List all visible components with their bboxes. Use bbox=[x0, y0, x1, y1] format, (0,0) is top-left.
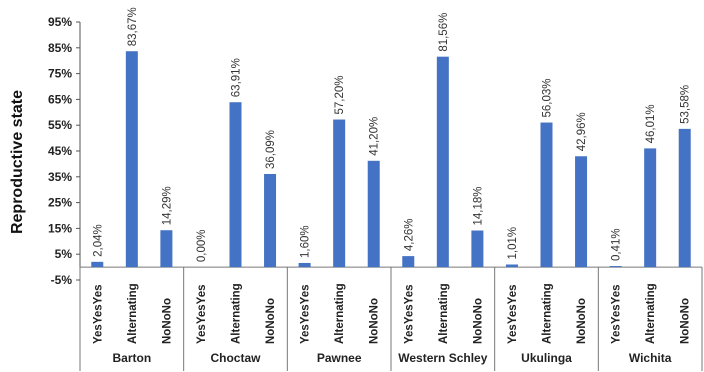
category-label: YesYesYes bbox=[507, 285, 519, 344]
data-label: 1,60% bbox=[300, 225, 312, 258]
y-tick-label: 65% bbox=[48, 92, 72, 106]
y-tick-label: 55% bbox=[48, 118, 72, 132]
bar-choctaw-nonono bbox=[264, 173, 277, 268]
data-label: 46,01% bbox=[645, 104, 657, 143]
y-axis-ticks: -5% 5% 15% 25% 35% 45% 55% 65% 75% 85% 95% bbox=[48, 15, 80, 287]
data-label: 81,56% bbox=[438, 13, 450, 52]
bar-pawnee-alternating bbox=[333, 119, 346, 268]
bars bbox=[91, 51, 691, 268]
data-label: 41,20% bbox=[369, 117, 381, 156]
bar-choctaw-alternating bbox=[229, 102, 242, 268]
bar-pawnee-nonono bbox=[367, 160, 380, 268]
y-tick-label: -5% bbox=[51, 273, 73, 287]
category-label: NoNoNo bbox=[472, 298, 484, 344]
bar-wichita-nonono bbox=[678, 128, 691, 268]
category-labels: YesYesYes Alternating NoNoNo YesYesYes Alter… bbox=[92, 283, 691, 344]
category-label: YesYesYes bbox=[92, 285, 104, 344]
data-label: 42,96% bbox=[576, 112, 588, 151]
data-label: 53,58% bbox=[680, 85, 692, 124]
data-label: 2,04% bbox=[92, 224, 104, 257]
bar-pawnee-yesyesyes bbox=[298, 262, 311, 268]
category-label: YesYesYes bbox=[196, 285, 208, 344]
category-label: YesYesYes bbox=[611, 285, 623, 344]
data-label: 63,91% bbox=[231, 58, 243, 97]
y-tick-label: 5% bbox=[55, 247, 73, 261]
data-label: 57,20% bbox=[334, 76, 346, 115]
bar-barton-nonono bbox=[160, 230, 173, 268]
bar-barton-alternating bbox=[125, 51, 138, 268]
axes bbox=[79, 22, 703, 371]
group-label: Barton bbox=[112, 351, 151, 365]
category-label: Alternating bbox=[542, 283, 554, 344]
category-label: NoNoNo bbox=[369, 298, 381, 344]
group-label: Ukulinga bbox=[521, 351, 572, 365]
category-label: Alternating bbox=[645, 283, 657, 344]
category-label: YesYesYes bbox=[300, 285, 312, 344]
data-labels: 2,04% 83,67% 14,29% 0,00% 63,91% 36,09% 1,60% 5… bbox=[92, 7, 691, 262]
data-label: 0,00% bbox=[196, 229, 208, 262]
group-labels: Barton Choctaw Pawnee Western Schley Ukuling… bbox=[112, 351, 671, 365]
bar-ukulinga-yesyesyes bbox=[505, 264, 518, 268]
y-axis-label: Reproductive state bbox=[9, 90, 26, 234]
bar-western-schley-alternating bbox=[436, 56, 449, 268]
bar-barton-yesyesyes bbox=[91, 261, 104, 268]
data-label: 14,29% bbox=[161, 186, 173, 225]
y-tick-label: 25% bbox=[48, 196, 72, 210]
y-tick-label: 75% bbox=[48, 67, 72, 81]
data-label: 4,26% bbox=[403, 218, 415, 251]
group-label: Wichita bbox=[629, 351, 672, 365]
data-label: 56,03% bbox=[542, 79, 554, 118]
data-label: 14,18% bbox=[472, 186, 484, 225]
group-label: Western Schley bbox=[398, 351, 487, 365]
category-label: Alternating bbox=[438, 283, 450, 344]
y-tick-label: 15% bbox=[48, 221, 72, 235]
category-label: NoNoNo bbox=[576, 298, 588, 344]
data-label: 36,09% bbox=[265, 130, 277, 169]
category-label: Alternating bbox=[334, 283, 346, 344]
group-label: Choctaw bbox=[210, 351, 261, 365]
category-label: NoNoNo bbox=[161, 298, 173, 344]
category-label: NoNoNo bbox=[265, 298, 277, 344]
bar-western-schley-yesyesyes bbox=[402, 256, 415, 268]
category-label: Alternating bbox=[231, 283, 243, 344]
group-label: Pawnee bbox=[317, 351, 362, 365]
category-label: YesYesYes bbox=[403, 285, 415, 344]
bar-ukulinga-nonono bbox=[575, 156, 588, 268]
y-tick-label: 35% bbox=[48, 170, 72, 184]
category-label: NoNoNo bbox=[680, 298, 692, 344]
bar-wichita-yesyesyes bbox=[609, 266, 622, 268]
bar-western-schley-nonono bbox=[471, 230, 484, 268]
data-label: 0,41% bbox=[611, 228, 623, 261]
y-tick-label: 85% bbox=[48, 41, 72, 55]
y-tick-label: 45% bbox=[48, 144, 72, 158]
y-tick-label: 95% bbox=[48, 15, 72, 29]
category-label: Alternating bbox=[127, 283, 139, 344]
bar-wichita-alternating bbox=[644, 148, 657, 268]
bar-ukulinga-alternating bbox=[540, 122, 553, 268]
data-label: 1,01% bbox=[507, 227, 519, 260]
data-label: 83,67% bbox=[127, 7, 139, 46]
